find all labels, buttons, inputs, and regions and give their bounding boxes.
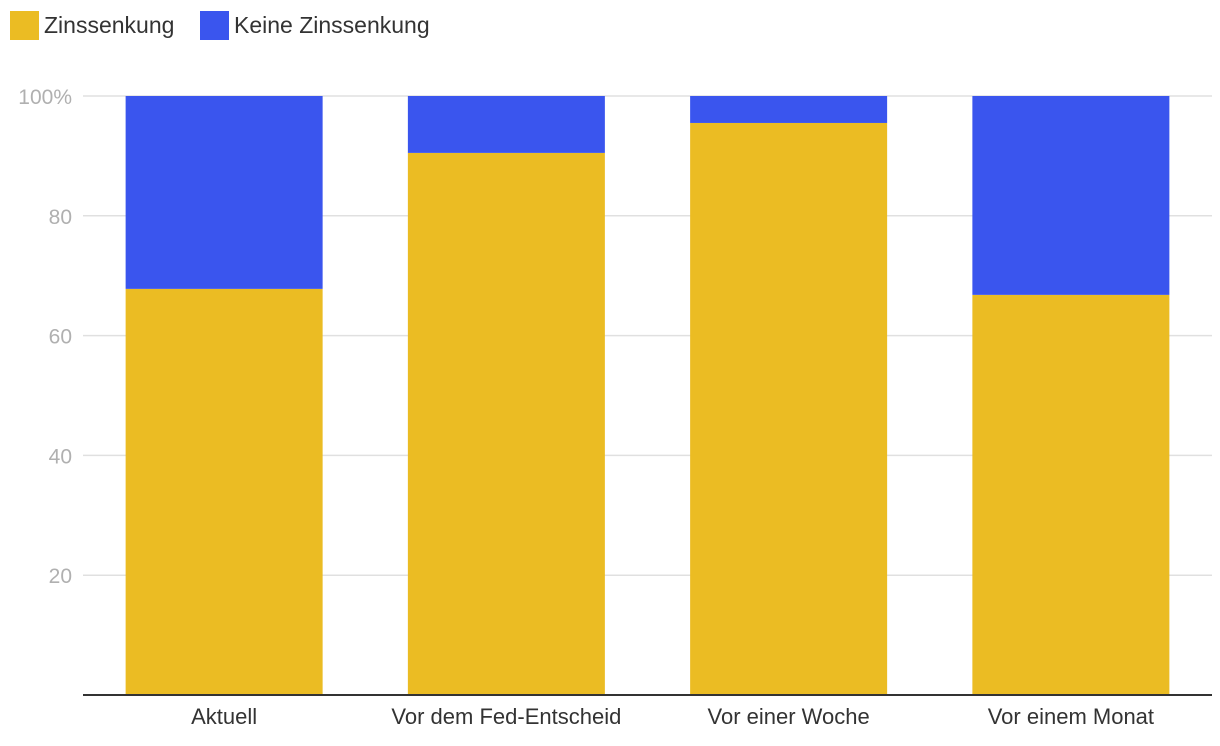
legend-swatch-zinssenkung <box>10 11 39 40</box>
x-tick-label-1: Vor dem Fed-Entscheid <box>391 704 621 729</box>
y-tick-label-40: 40 <box>49 445 72 468</box>
x-tick-label-0: Aktuell <box>191 704 257 729</box>
bars <box>125 96 1170 695</box>
x-axis-tick-labels: Aktuell Vor dem Fed-Entscheid Vor einer Wo… <box>191 704 1154 729</box>
legend-label-keine-zinssenkung: Keine Zinssenkung <box>234 12 430 38</box>
y-tick-label-100: 100% <box>18 86 72 109</box>
y-tick-label-80: 80 <box>49 206 72 229</box>
legend-swatch-keine-zinssenkung <box>200 11 229 40</box>
bar-zinssenkung-0 <box>125 288 323 695</box>
y-tick-label-60: 60 <box>49 326 72 349</box>
bar-zinssenkung-2 <box>690 122 888 695</box>
legend: Zinssenkung Keine Zinssenkung <box>10 11 430 40</box>
x-tick-label-2: Vor einer Woche <box>708 704 870 729</box>
y-tick-label-20: 20 <box>49 565 72 588</box>
bar-keine-zinssenkung-1 <box>407 96 605 153</box>
bar-zinssenkung-1 <box>407 152 605 695</box>
bar-keine-zinssenkung-0 <box>125 96 323 289</box>
bar-keine-zinssenkung-3 <box>972 96 1170 295</box>
y-axis-tick-labels: 20 40 60 80 100% <box>18 86 72 588</box>
bar-zinssenkung-3 <box>972 294 1170 695</box>
legend-label-zinssenkung: Zinssenkung <box>44 12 174 38</box>
x-tick-label-3: Vor einem Monat <box>988 704 1154 729</box>
bar-keine-zinssenkung-2 <box>690 96 888 123</box>
